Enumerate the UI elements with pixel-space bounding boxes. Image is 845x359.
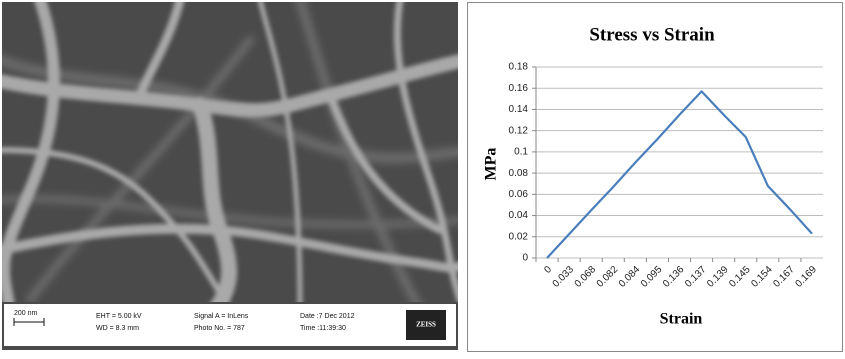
y-tick-label: 0.14: [509, 104, 529, 115]
logo: ZEISS: [416, 321, 436, 329]
y-axis-title: MPa: [483, 148, 500, 181]
eht: EHT = 5.00 kV: [96, 313, 142, 320]
y-tick-label: 0.02: [509, 231, 529, 242]
fibers: [2, 2, 458, 302]
y-tick-label: 0.04: [509, 210, 529, 221]
chart-border: [467, 2, 843, 352]
photo-no: Photo No. = 787: [194, 325, 245, 332]
logo-box: [406, 310, 446, 340]
x-axis-title: Strain: [660, 311, 703, 328]
y-tick-label: 0.06: [509, 189, 529, 200]
chart-title: Stress vs Strain: [589, 24, 715, 45]
y-tick-label: 0.08: [509, 168, 529, 179]
micrograph: 200 nm EHT = 5.00 kV WD = 8.3 mm Signal …: [2, 2, 458, 350]
y-tick-label: 0.12: [509, 125, 529, 136]
date: Date :7 Dec 2012: [300, 313, 355, 320]
wd: WD = 8.3 mm: [96, 325, 139, 332]
y-tick-label: 0.1: [514, 147, 528, 158]
y-tick-label: 0.18: [509, 62, 529, 73]
y-tick-label: 0: [522, 253, 528, 264]
time: Time :11:39:30: [300, 325, 346, 332]
scale-label: 200 nm: [14, 310, 38, 317]
y-tick-label: 0.16: [509, 83, 529, 94]
info-bar: [4, 304, 456, 346]
line: [546, 90, 813, 259]
signal: Signal A = InLens: [194, 313, 249, 320]
